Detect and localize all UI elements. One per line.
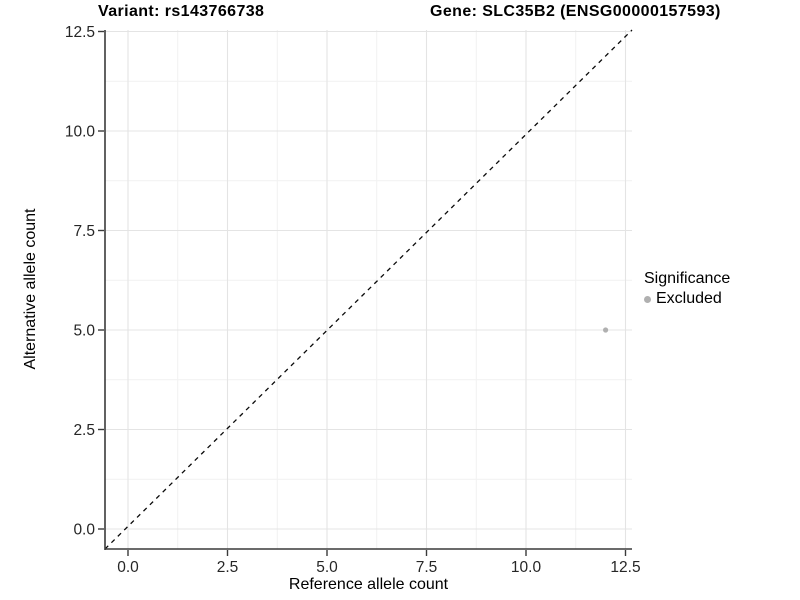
x-tick-label: 7.5	[416, 559, 438, 576]
y-axis-label: Alternative allele count	[22, 208, 39, 370]
legend-dot-icon	[644, 295, 651, 303]
x-tick-label: 12.5	[610, 559, 640, 576]
y-tick-label: 10.0	[65, 124, 96, 141]
y-tick-label: 0.0	[73, 522, 95, 539]
y-tick-label: 12.5	[65, 24, 95, 41]
legend-item-excluded: Excluded	[644, 290, 794, 308]
legend-title: Significance	[644, 270, 731, 287]
plot-title-variant: Variant: rs143766738	[98, 3, 265, 20]
x-tick-label: 2.5	[217, 559, 239, 576]
x-axis-label: Reference allele count	[288, 576, 449, 593]
y-tick-label: 2.5	[73, 422, 95, 439]
y-tick-label: 5.0	[73, 323, 95, 340]
data-point	[603, 327, 609, 333]
identity-dashed-line	[104, 29, 633, 550]
legend-item-label: Excluded	[656, 290, 722, 307]
plot-title-gene: Gene: SLC35B2 (ENSG00000157593)	[430, 3, 721, 20]
x-tick-label: 0.0	[117, 559, 139, 576]
x-tick-label: 10.0	[511, 559, 542, 576]
legend: Significance Excluded	[644, 270, 794, 308]
y-tick-label: 7.5	[73, 223, 95, 240]
x-tick-label: 5.0	[316, 559, 338, 576]
